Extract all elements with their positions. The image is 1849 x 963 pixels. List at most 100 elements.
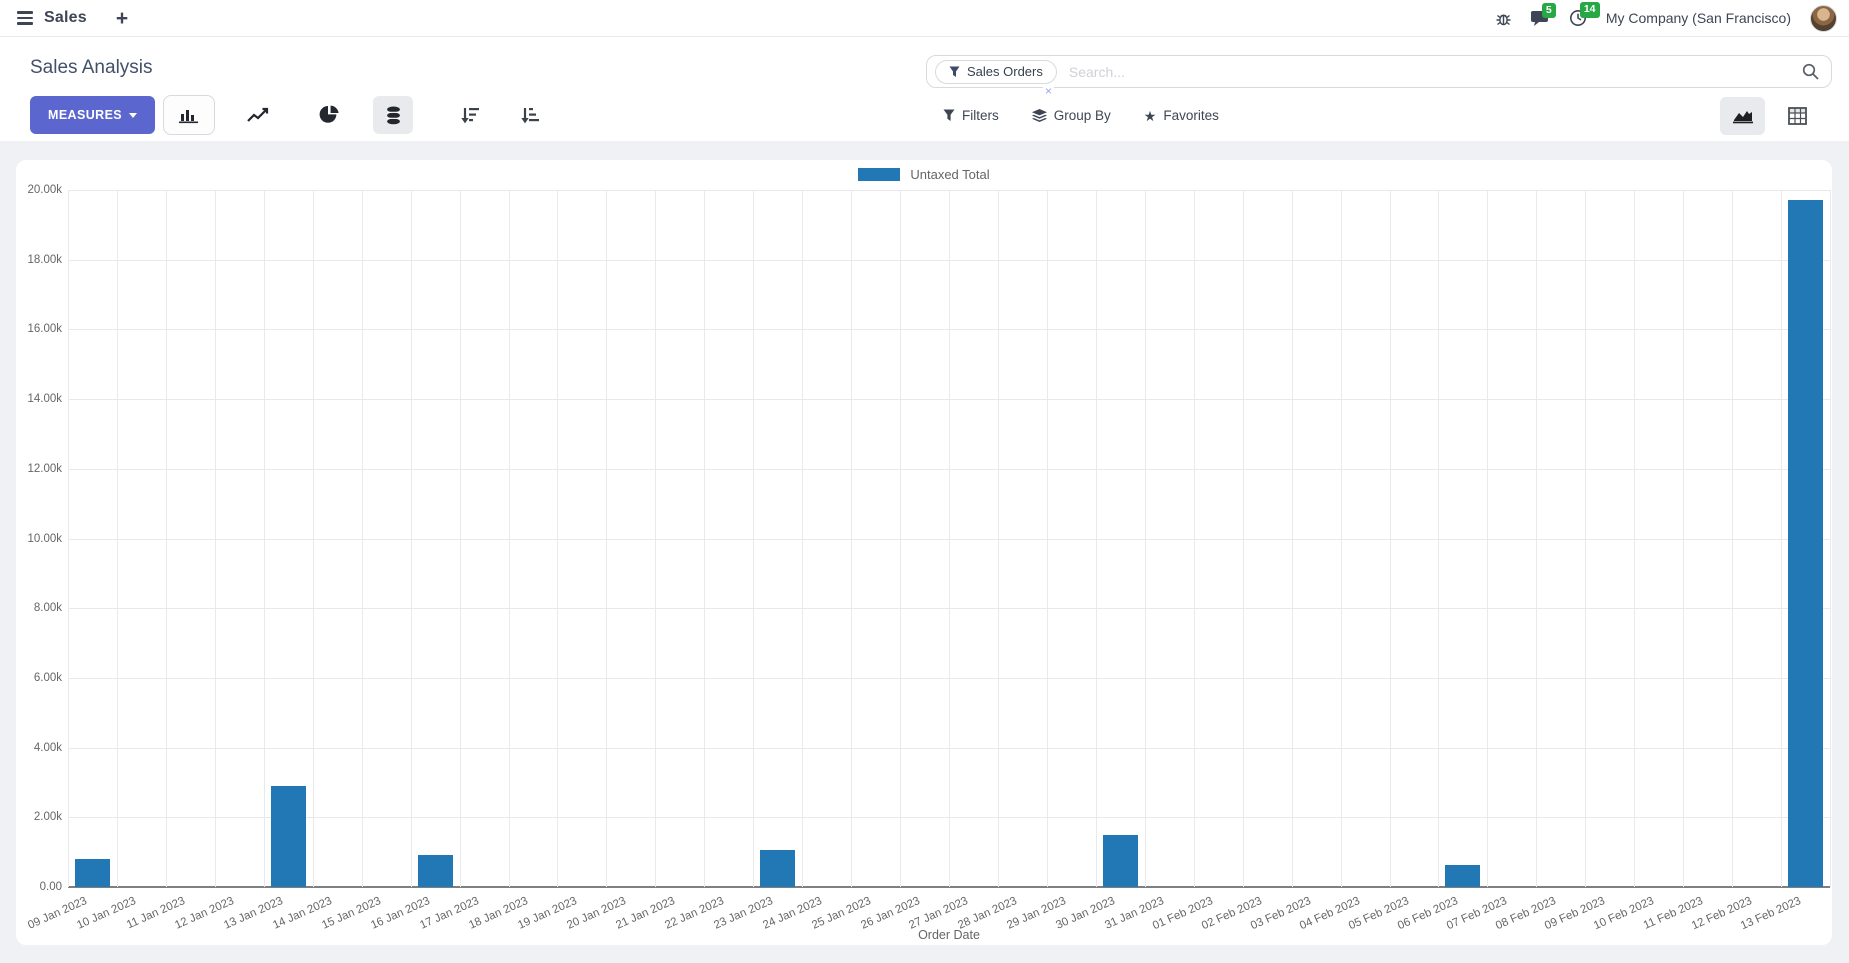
user-avatar[interactable] — [1810, 4, 1837, 32]
plot-area: 0.00 2.00k 4.00k 6.00k 8.00k 10.00k 12.00k 14.0… — [27, 184, 1831, 932]
activities-clock-icon[interactable]: 14 — [1569, 2, 1600, 27]
view-switcher — [1720, 97, 1820, 135]
search-icon[interactable] — [1802, 63, 1819, 80]
pie-chart-mode-button[interactable] — [303, 95, 355, 135]
measures-button[interactable]: MEASURES — [30, 96, 156, 134]
messages-icon[interactable]: 5 — [1530, 2, 1556, 27]
y-tick-label: 12.00k — [27, 462, 62, 475]
bar-chart-mode-button[interactable] — [163, 95, 216, 135]
new-tab-plus-icon[interactable]: + — [115, 6, 129, 30]
x-gridline — [1781, 190, 1783, 887]
x-gridline — [1340, 190, 1342, 887]
x-gridline — [1830, 190, 1831, 887]
x-gridline — [1046, 190, 1048, 887]
group-by-button[interactable]: Group By — [1031, 108, 1111, 123]
x-gridline — [1438, 190, 1440, 887]
y-tick-label: 6.00k — [33, 671, 62, 684]
x-gridline — [1732, 190, 1734, 887]
y-tick-label: 10.00k — [27, 532, 62, 545]
favorites-button[interactable]: ★ Favorites — [1144, 108, 1219, 123]
x-gridline — [1536, 190, 1538, 887]
x-gridline — [214, 190, 216, 887]
facet-remove-icon[interactable]: × — [1043, 84, 1055, 98]
line-chart-icon — [247, 107, 269, 122]
measures-button-label: MEASURES — [48, 108, 123, 122]
x-gridline — [1291, 190, 1293, 887]
debug-bug-icon[interactable] — [1495, 10, 1512, 27]
x-gridline — [606, 190, 608, 887]
navbar-left: Sales + — [0, 8, 128, 29]
bar[interactable] — [1788, 200, 1824, 887]
search-input[interactable]: Search... — [1068, 63, 1125, 80]
y-tick-label: 14.00k — [27, 393, 62, 406]
app-name[interactable]: Sales — [44, 9, 87, 26]
x-gridline — [1389, 190, 1391, 887]
y-gridline — [68, 886, 1830, 888]
apps-menu-icon[interactable] — [17, 11, 33, 25]
pie-chart-icon — [319, 105, 339, 123]
x-gridline — [900, 190, 902, 887]
x-gridline — [704, 190, 706, 887]
navbar-right: 5 14 My Company (San Francisco) — [1495, 2, 1849, 32]
x-gridline — [1242, 190, 1244, 887]
filters-label: Filters — [962, 108, 999, 123]
chevron-down-icon — [129, 112, 138, 118]
y-tick-label: 4.00k — [33, 741, 62, 754]
x-gridline — [557, 190, 559, 887]
bar[interactable] — [760, 850, 796, 887]
x-gridline — [68, 190, 69, 887]
favorites-label: Favorites — [1163, 108, 1219, 123]
x-gridline — [1193, 190, 1195, 887]
group-by-label: Group By — [1053, 108, 1111, 123]
x-gridline — [1683, 190, 1685, 887]
bar[interactable] — [270, 785, 306, 887]
filter-funnel-icon — [949, 66, 960, 77]
search-bar[interactable]: Sales Orders Search... × — [926, 55, 1832, 97]
x-gridline — [1144, 190, 1146, 887]
x-gridline — [116, 190, 118, 887]
sort-descending-icon — [461, 108, 480, 124]
stacked-toggle-button[interactable] — [373, 96, 414, 134]
page-title: Sales Analysis — [30, 57, 153, 78]
x-gridline — [1487, 190, 1489, 887]
x-axis-title: Order Date — [918, 928, 980, 942]
star-icon: ★ — [1143, 107, 1157, 124]
stacked-database-icon — [386, 106, 400, 124]
sort-ascending-button[interactable] — [509, 95, 551, 135]
company-switcher[interactable]: My Company (San Francisco) — [1605, 10, 1791, 26]
filters-button[interactable]: Filters — [943, 108, 999, 123]
bar-chart-icon — [179, 110, 199, 124]
x-gridline — [1095, 190, 1097, 887]
x-gridline — [361, 190, 363, 887]
legend-label: Untaxed Total — [910, 167, 990, 182]
x-gridline — [508, 190, 510, 887]
chart-legend[interactable]: Untaxed Total — [16, 167, 1832, 182]
y-tick-label: 2.00k — [33, 811, 62, 824]
x-gridline — [312, 190, 314, 887]
search-facet-sales-orders[interactable]: Sales Orders — [935, 59, 1057, 84]
line-chart-mode-button[interactable] — [233, 95, 285, 135]
area-chart-icon — [1732, 111, 1753, 124]
x-gridline — [851, 190, 853, 887]
bar[interactable] — [74, 858, 110, 887]
x-gridline — [802, 190, 804, 887]
sort-descending-button[interactable] — [449, 95, 491, 135]
x-gridline — [1585, 190, 1587, 887]
bar[interactable] — [417, 854, 453, 887]
sort-ascending-icon — [521, 108, 540, 124]
control-panel: Sales Analysis MEASURES — [0, 37, 1849, 141]
pivot-table-icon — [1788, 107, 1807, 125]
bar[interactable] — [1102, 834, 1138, 887]
y-tick-label: 8.00k — [33, 602, 62, 615]
bar[interactable] — [1445, 865, 1481, 887]
y-tick-label: 20.00k — [27, 184, 62, 196]
x-gridline — [997, 190, 999, 887]
x-gridline — [1634, 190, 1636, 887]
x-gridline — [753, 190, 755, 887]
x-gridline — [459, 190, 461, 887]
messages-count-badge: 5 — [1541, 2, 1556, 19]
x-gridline — [410, 190, 412, 887]
pivot-view-button[interactable] — [1775, 97, 1820, 135]
x-gridline — [165, 190, 167, 887]
graph-view-button[interactable] — [1720, 97, 1765, 135]
